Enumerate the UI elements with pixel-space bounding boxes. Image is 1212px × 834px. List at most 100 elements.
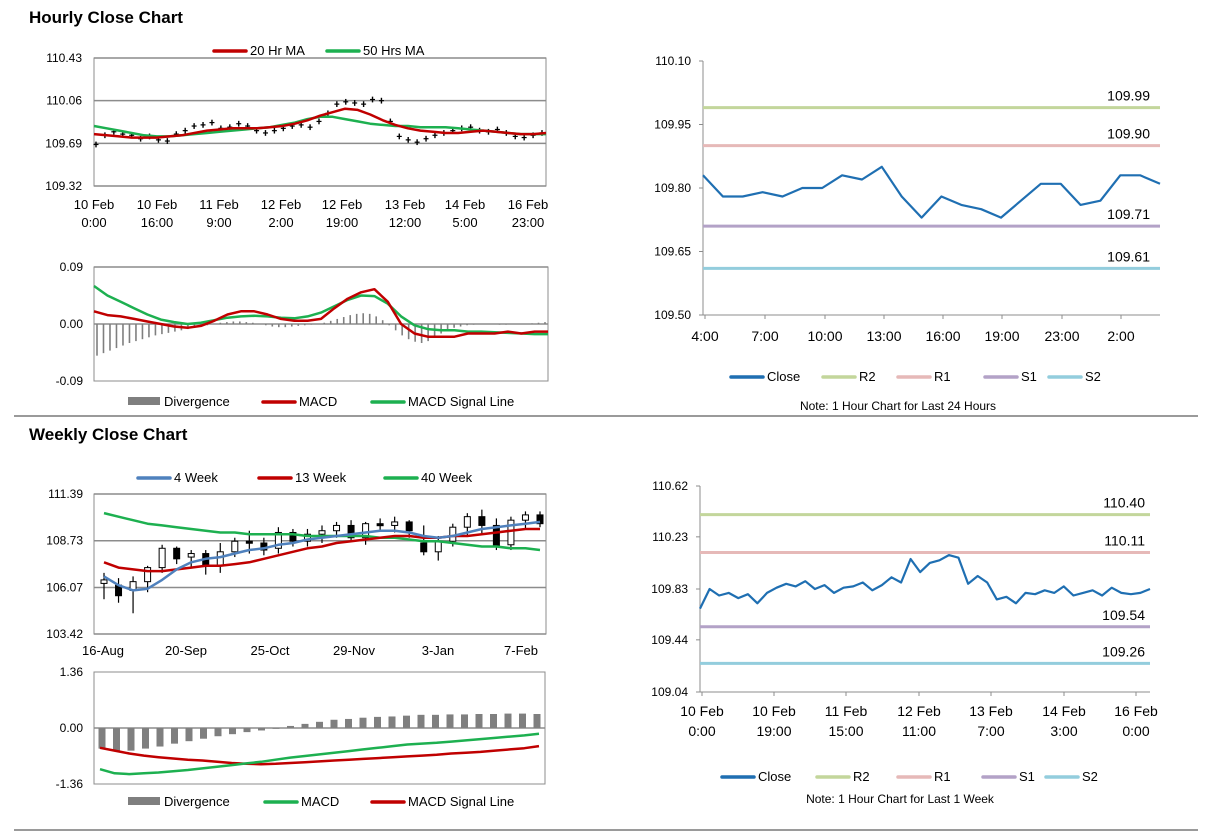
weekly-macd-signal-line xyxy=(99,744,540,766)
hourly-price-xtick: 11 Feb xyxy=(199,197,239,212)
hourly-macd-ytick: -0.09 xyxy=(56,374,84,388)
hourly-macd-signal-line xyxy=(93,284,548,336)
hourly-levels-legend-s2-label: S2 xyxy=(1085,369,1101,384)
hourly-macd-frame xyxy=(93,266,549,382)
weekly-macd-ytick: 0.00 xyxy=(60,721,84,735)
hourly-levels-ytick: 109.95 xyxy=(654,118,691,132)
weekly-candle-body xyxy=(231,540,239,553)
wk4-line xyxy=(103,520,541,592)
weekly-levels-xtick: 19:00 xyxy=(756,723,791,739)
weekly-candle-body xyxy=(245,540,253,544)
hourly-price-xtick: 12 Feb xyxy=(322,197,362,212)
weekly-price-frame xyxy=(93,493,547,635)
hourly-macd-ytick: 0.00 xyxy=(60,317,84,331)
weekly-levels-legend-s1-label: S1 xyxy=(1019,769,1035,784)
weekly-divergence-bar xyxy=(417,714,425,728)
hourly-price-xtick: 13 Feb xyxy=(385,197,425,212)
weekly-levels-r2-label: 110.40 xyxy=(1103,495,1145,511)
weekly-macd-line xyxy=(99,732,540,776)
weekly-divergence-bar xyxy=(490,714,497,728)
weekly-levels-xtick: 11:00 xyxy=(902,723,936,739)
weekly-price-xtick: 16-Aug xyxy=(82,643,124,658)
hourly-macd-line xyxy=(93,287,548,338)
weekly-candle-body xyxy=(187,553,195,558)
weekly-price-ytick: 111.39 xyxy=(48,487,83,501)
weekly-candle-body xyxy=(274,531,282,549)
hourly-levels-s2-label: 109.61 xyxy=(1107,248,1150,264)
hourly-levels-s1-label: 109.71 xyxy=(1107,206,1150,222)
legend-hourly-divergence-label: Divergence xyxy=(164,394,230,409)
weekly-levels-xtick: 14 Feb xyxy=(1042,703,1086,719)
hourly-section-title: Hourly Close Chart xyxy=(29,8,183,27)
hourly-macd-ytick: 0.09 xyxy=(60,260,84,274)
weekly-candle-body xyxy=(333,524,341,532)
hourly-price-ytick: 109.69 xyxy=(45,136,82,150)
weekly-divergence-bar xyxy=(229,728,236,735)
weekly-levels-ytick: 110.23 xyxy=(652,530,688,544)
hourly-levels-xtick: 10:00 xyxy=(807,328,842,344)
weekly-macd-ytick: 1.36 xyxy=(60,665,84,679)
hourly-price-xtick: 12:00 xyxy=(389,215,422,230)
weekly-price-ytick: 103.42 xyxy=(46,627,83,641)
weekly-divergence-bar xyxy=(156,728,164,747)
hourly-levels-legend-r2-label: R2 xyxy=(859,369,876,384)
hourly-levels-r1-label: 109.90 xyxy=(1107,126,1150,142)
weekly-divergence-bar xyxy=(258,728,265,731)
weekly-divergence-bar xyxy=(504,713,512,728)
weekly-candle-body xyxy=(391,521,399,526)
hourly-levels-xtick: 13:00 xyxy=(866,328,901,344)
hourly-levels-legend-s1-label: S1 xyxy=(1021,369,1037,384)
weekly-divergence-bar xyxy=(461,714,468,728)
weekly-candle-body xyxy=(303,533,311,542)
hourly-levels-xtick: 2:00 xyxy=(1107,328,1134,344)
hourly-levels-xtick: 4:00 xyxy=(691,328,718,344)
weekly-divergence-bar xyxy=(316,721,323,728)
weekly-levels-xtick: 10 Feb xyxy=(680,703,724,719)
weekly-divergence-bar xyxy=(185,728,193,742)
hourly-price-ytick: 110.43 xyxy=(46,51,82,65)
hourly-price-xtick: 14 Feb xyxy=(445,197,485,212)
weekly-divergence-bar xyxy=(301,723,309,728)
weekly-macd-ytick: -1.36 xyxy=(56,777,84,791)
legend-weekly-signal-label: MACD Signal Line xyxy=(408,794,514,809)
weekly-candle-body xyxy=(463,516,471,528)
weekly-levels-ytick: 110.62 xyxy=(652,479,688,493)
weekly-divergence-bar xyxy=(403,715,410,728)
weekly-price-ytick: 108.73 xyxy=(46,534,83,548)
hourly-levels-xtick: 19:00 xyxy=(984,328,1019,344)
weekly-candle-body xyxy=(362,523,370,539)
weekly-divergence-bar xyxy=(127,728,135,751)
weekly-candle-body xyxy=(405,521,413,532)
hourly-price-ytick: 109.32 xyxy=(45,179,82,193)
weekly-divergence-bar xyxy=(200,728,207,739)
weekly-price-xtick: 20-Sep xyxy=(165,643,207,658)
weekly-levels-legend-s2-label: S2 xyxy=(1082,769,1098,784)
hourly-levels-ytick: 109.65 xyxy=(654,245,691,259)
weekly-levels-r1-label: 110.11 xyxy=(1104,532,1145,548)
ma20-line xyxy=(93,107,547,139)
legend-13-week-label: 13 Week xyxy=(295,470,347,485)
weekly-levels-xtick: 12 Feb xyxy=(897,703,941,719)
weekly-levels-ytick: 109.44 xyxy=(651,633,688,647)
hourly-price-frame xyxy=(93,57,547,187)
hourly-price-xtick: 10 Feb xyxy=(74,197,114,212)
weekly-divergence-bar xyxy=(432,714,439,728)
weekly-section-title: Weekly Close Chart xyxy=(29,425,188,444)
hourly-levels-xtick: 16:00 xyxy=(925,328,960,344)
weekly-candle-body xyxy=(376,523,384,527)
legend-4-week-label: 4 Week xyxy=(174,470,218,485)
weekly-levels-note: Note: 1 Hour Chart for Last 1 Week xyxy=(806,792,995,806)
weekly-candle-body xyxy=(434,540,442,553)
legend-hourly-macd-label: MACD xyxy=(299,394,337,409)
weekly-divergence-bar xyxy=(272,728,280,729)
legend-hourly-signal-label: MACD Signal Line xyxy=(408,394,514,409)
hourly-price-xtick: 2:00 xyxy=(268,215,293,230)
hourly-price-xtick: 12 Feb xyxy=(261,197,301,212)
weekly-levels-xtick: 3:00 xyxy=(1050,723,1077,739)
weekly-levels-close-line xyxy=(699,553,1151,610)
hourly-price-ytick: 110.06 xyxy=(46,94,82,108)
weekly-divergence-bar xyxy=(214,728,222,737)
weekly-levels-xtick: 15:00 xyxy=(828,723,863,739)
weekly-divergence-bar xyxy=(243,728,251,733)
weekly-levels-xtick: 0:00 xyxy=(1122,723,1149,739)
